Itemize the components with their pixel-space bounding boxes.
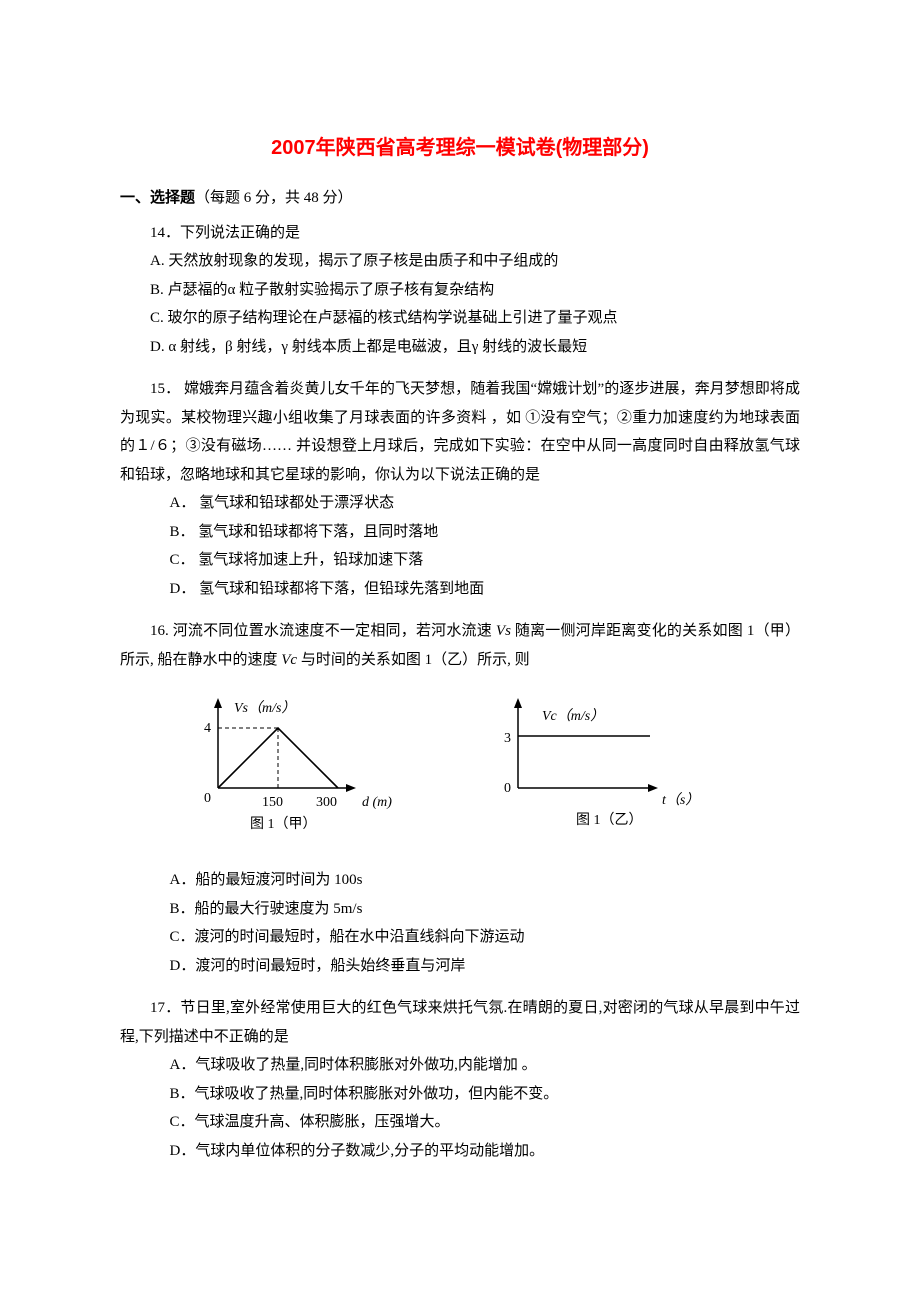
q17-B: B．气球吸收了热量,同时体积膨胀对外做功，但内能不变。: [120, 1080, 800, 1109]
q16-C: C．渡河的时间最短时，船在水中沿直线斜向下游运动: [120, 923, 800, 952]
q16-stem: 16. 河流不同位置水流速度不一定相同，若河水流速 Vs 随离一侧河岸距离变化的…: [120, 617, 800, 674]
q14-A: A. 天然放射现象的发现，揭示了原子核是由质子和中子组成的: [120, 247, 800, 276]
q16-A: A．船的最短渡河时间为 100s: [120, 866, 800, 895]
fig1b-ytick-3: 3: [504, 731, 511, 746]
q17-C: C．气球温度升高、体积膨胀，压强增大。: [120, 1108, 800, 1137]
section-bold: 一、选择题: [120, 190, 195, 206]
q16-Vc: Vc: [281, 652, 297, 668]
fig1b-title: 图 1（乙）: [576, 812, 643, 828]
q16-stem-c: 与时间的关系如图 1（乙）所示, 则: [297, 652, 530, 668]
q15-options: A． 氢气球和铅球都处于漂浮状态 B． 氢气球和铅球都将下落，且同时落地 C． …: [120, 489, 800, 603]
fig1a-title: 图 1（甲）: [250, 816, 317, 832]
q14-B: B. 卢瑟福的α 粒子散射实验揭示了原子核有复杂结构: [120, 276, 800, 305]
q17-options: A．气球吸收了热量,同时体积膨胀对外做功,内能增加 。 B．气球吸收了热量,同时…: [120, 1051, 800, 1165]
section-heading: 一、选择题（每题 6 分，共 48 分）: [120, 184, 800, 213]
fig1a-ylabel: Vs（m/s）: [234, 700, 295, 716]
q15-D: D． 氢气球和铅球都将下落，但铅球先落到地面: [120, 575, 800, 604]
q16-D: D．渡河的时间最短时，船头始终垂直与河岸: [120, 952, 800, 981]
section-rest: （每题 6 分，共 48 分）: [195, 190, 353, 206]
q15-A: A． 氢气球和铅球都处于漂浮状态: [120, 489, 800, 518]
q16-Vs: Vs: [496, 623, 511, 639]
fig1b-x-arrow: [648, 784, 658, 792]
fig1a-origin: 0: [204, 791, 211, 806]
fig1a-x-arrow: [346, 784, 356, 792]
q15-B: B． 氢气球和铅球都将下落，且同时落地: [120, 518, 800, 547]
q17-stem: 17．节日里,室外经常使用巨大的红色气球来烘托气氛.在晴朗的夏日,对密闭的气球从…: [120, 994, 800, 1051]
q16-B: B．船的最大行驶速度为 5m/s: [120, 895, 800, 924]
q14-D: D. α 射线，β 射线，γ 射线本质上都是电磁波，且γ 射线的波长最短: [120, 333, 800, 362]
fig1b-y-arrow: [514, 698, 522, 708]
q14-options: A. 天然放射现象的发现，揭示了原子核是由质子和中子组成的 B. 卢瑟福的α 粒…: [120, 247, 800, 361]
q17-D: D．气球内单位体积的分子数减少,分子的平均动能增加。: [120, 1137, 800, 1166]
q14-stem: 14．下列说法正确的是: [120, 219, 800, 248]
figure-row: Vs（m/s） 4 0 150 300 d (m) 图 1（甲） Vc（m/s）…: [120, 688, 800, 848]
q16-options: A．船的最短渡河时间为 100s B．船的最大行驶速度为 5m/s C．渡河的时…: [120, 866, 800, 980]
title-text: 2007年陕西省高考理综一模试卷(物理部分): [271, 137, 649, 159]
figure-1-yi: Vc（m/s） 3 0 t（s） 图 1（乙）: [490, 688, 730, 848]
fig1b-origin: 0: [504, 781, 511, 796]
fig1a-xtick-150: 150: [262, 795, 283, 810]
fig1a-ytick-4: 4: [204, 721, 211, 736]
page-title: 2007年陕西省高考理综一模试卷(物理部分): [120, 131, 800, 160]
fig1a-xlabel: d (m): [362, 795, 392, 810]
fig1a-xtick-300: 300: [316, 795, 337, 810]
fig1b-xlabel: t（s）: [662, 792, 699, 808]
q15-C: C． 氢气球将加速上升，铅球加速下落: [120, 546, 800, 575]
q16-stem-a: 16. 河流不同位置水流速度不一定相同，若河水流速: [150, 623, 496, 639]
fig1a-y-arrow: [214, 698, 222, 708]
page: 2007年陕西省高考理综一模试卷(物理部分) 一、选择题（每题 6 分，共 48…: [0, 0, 920, 1302]
q17-A: A．气球吸收了热量,同时体积膨胀对外做功,内能增加 。: [120, 1051, 800, 1080]
q15-stem: 15． 嫦娥奔月蕴含着炎黄儿女千年的飞天梦想，随着我国“嫦娥计划”的逐步进展，奔…: [120, 375, 800, 489]
figure-1-jia: Vs（m/s） 4 0 150 300 d (m) 图 1（甲）: [190, 688, 430, 848]
q14-C: C. 玻尔的原子结构理论在卢瑟福的核式结构学说基础上引进了量子观点: [120, 304, 800, 333]
fig1b-ylabel: Vc（m/s）: [542, 708, 604, 724]
